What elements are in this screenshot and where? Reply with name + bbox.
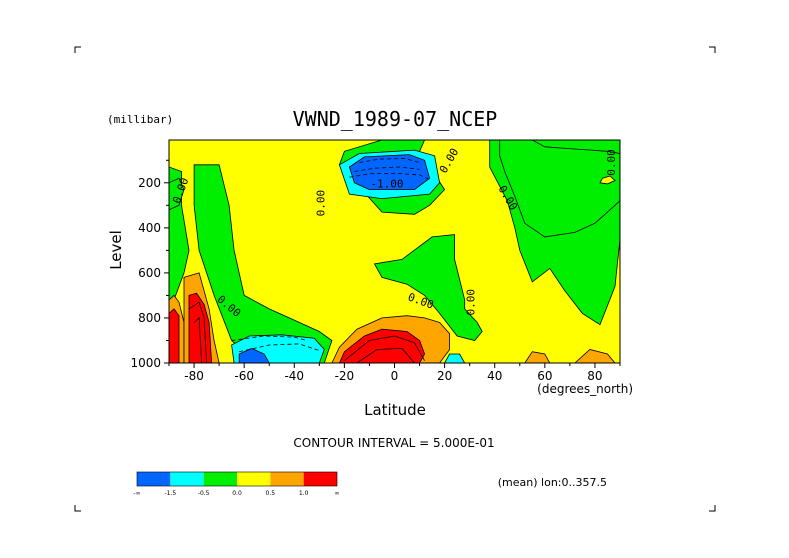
x-tick-label: -40 [284, 369, 304, 383]
solid-contour-line [188, 301, 207, 363]
legend-label: -0.5 [198, 490, 210, 497]
mean-label: (mean) lon:0..357.5 [498, 476, 607, 489]
x-axis: -80 -60 -40 -20 0 20 40 60 80 [168, 363, 621, 383]
contour-region-red-left [169, 308, 180, 363]
color-legend: -∞ -1.5 -0.5 0.0 0.5 1.0 ∞ [133, 471, 340, 497]
y-axis-label: Level [107, 230, 125, 270]
contour-label: -1.00 [370, 177, 403, 190]
contour-label: 0.00 [314, 190, 327, 217]
dashed-contour-line [231, 335, 307, 341]
solid-contour-line [193, 317, 202, 363]
solid-contour-line [344, 335, 425, 362]
x-tick-label: 60 [537, 369, 552, 383]
contour-region-green-mid [373, 234, 483, 341]
plot-area [169, 140, 620, 363]
legend-label: -1.5 [164, 490, 176, 497]
x-tick-label: -20 [335, 369, 355, 383]
contour-region-yellow-main [169, 140, 620, 363]
legend-label: -∞ [133, 490, 140, 497]
legend-swatch [137, 472, 171, 486]
contour-region-green-left-upper [169, 177, 185, 211]
contour-label: 0.00 [465, 289, 478, 316]
x-tick-label: 0 [391, 369, 399, 383]
legend-swatch [237, 472, 271, 486]
contour-region-orange-right2 [574, 349, 616, 363]
legend-frame [136, 471, 338, 487]
contour-label: 0.00 [605, 149, 618, 176]
y-tick-label: 1000 [130, 356, 161, 370]
contour-region-cyan-equator [444, 353, 466, 363]
x-units-label: (degrees_north) [537, 382, 633, 396]
contour-region-green-right [499, 140, 620, 238]
x-tick-label: -80 [184, 369, 204, 383]
legend-swatch [203, 472, 237, 486]
x-axis-label: Latitude [364, 401, 426, 419]
contour-region-orange-right1 [524, 351, 551, 363]
solid-contour-line [356, 347, 415, 363]
contour-interval-label: CONTOUR INTERVAL = 5.000E-01 [293, 436, 494, 450]
legend-swatch [170, 472, 204, 486]
y-tick-label: 200 [138, 176, 161, 190]
legend-swatch [303, 472, 337, 486]
y-tick-label: 400 [138, 221, 161, 235]
corner-marks [74, 46, 716, 512]
dashed-contour-line [354, 166, 420, 172]
x-tick-label: 80 [587, 369, 602, 383]
contour-region-green-tongue [193, 164, 333, 363]
contour-region-blue-upper [348, 154, 431, 191]
dashed-contour-line [349, 172, 430, 180]
x-tick-label: 40 [487, 369, 502, 383]
legend-label: ∞ [335, 490, 340, 497]
y-units-label: (millibar) [107, 113, 173, 126]
legend-label: 0.0 [232, 490, 242, 497]
x-tick-label: -60 [234, 369, 254, 383]
contour-region-red-center [338, 328, 426, 363]
legend-swatch [270, 472, 304, 486]
contour-region-yellow-right-dot [599, 175, 616, 185]
y-tick-label: 600 [138, 266, 161, 280]
y-tick-label: 800 [138, 311, 161, 325]
dashed-contour-line [239, 343, 320, 353]
chart-title: VWND_1989-07_NCEP [293, 107, 498, 131]
y-axis: 200 400 600 800 1000 [130, 159, 169, 370]
dashed-contour-line [359, 158, 420, 163]
legend-label: 0.5 [266, 490, 276, 497]
legend-label: 1.0 [299, 490, 309, 497]
x-tick-label: 20 [437, 369, 452, 383]
